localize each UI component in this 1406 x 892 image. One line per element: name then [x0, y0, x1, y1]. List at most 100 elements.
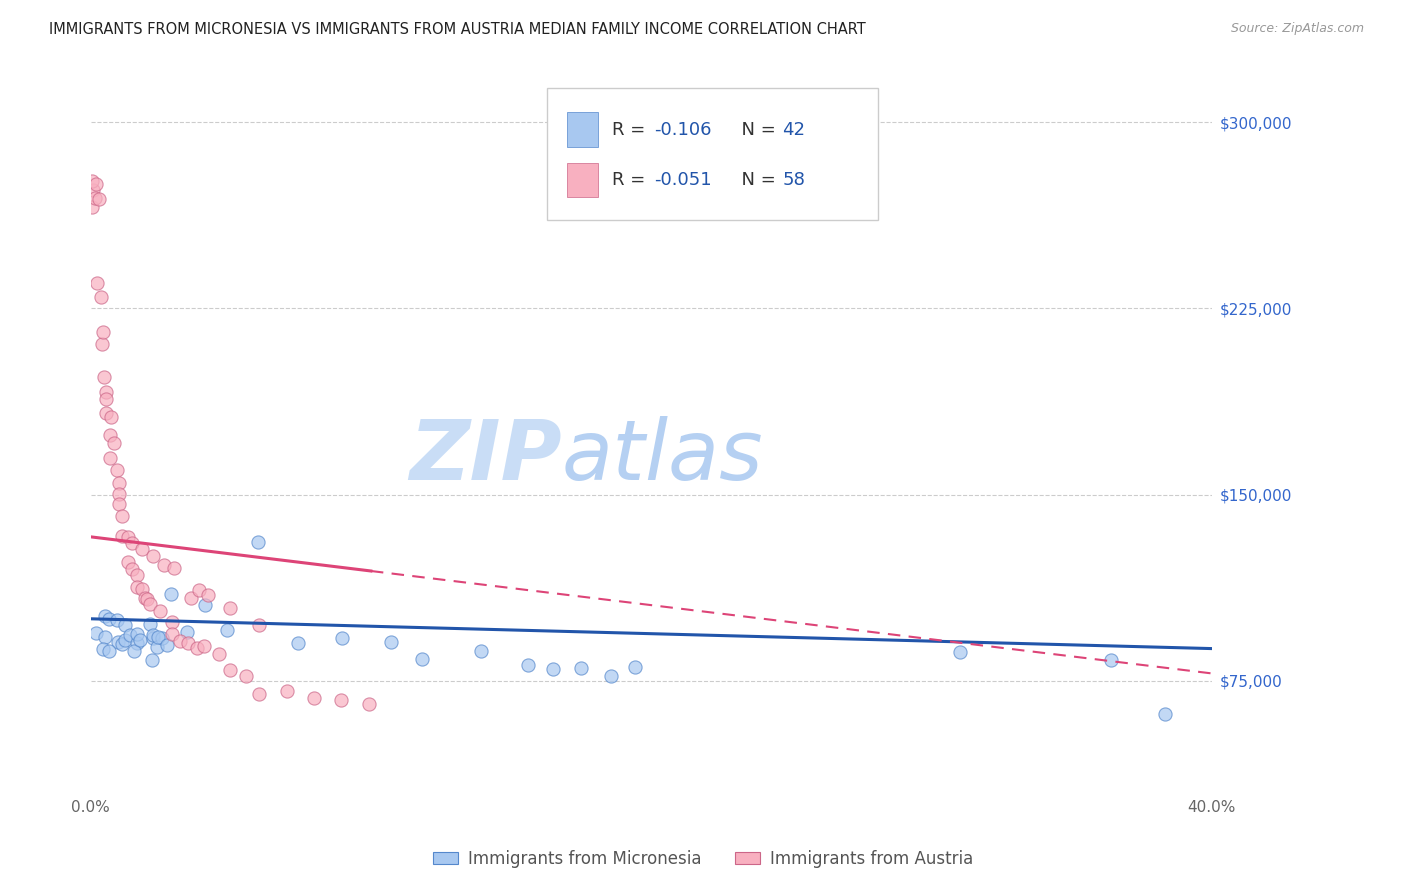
Point [600, 669, 623, 683]
Point [108, 476, 131, 491]
Point [107, 634, 129, 648]
Point [134, 591, 156, 605]
Point [121, 536, 143, 550]
Text: 58: 58 [782, 170, 806, 189]
Point [160, 587, 183, 601]
Point [215, 624, 238, 638]
Point [219, 663, 242, 677]
Point [91, 337, 114, 351]
Point [128, 632, 150, 647]
Point [330, 631, 353, 645]
Point [121, 562, 143, 576]
Point [1099, 653, 1122, 667]
Point [114, 632, 136, 647]
Point [193, 640, 215, 654]
Point [153, 558, 176, 572]
Point [100, 410, 122, 425]
Text: R =: R = [612, 170, 651, 189]
Point [131, 582, 153, 597]
Point [91, 641, 114, 656]
Text: R =: R = [612, 120, 651, 138]
Point [142, 632, 165, 646]
Point [247, 617, 270, 632]
Point [247, 535, 270, 549]
Point [141, 653, 163, 667]
Point [86, 177, 108, 191]
Text: Source: ZipAtlas.com: Source: ZipAtlas.com [1230, 22, 1364, 36]
Point [623, 660, 645, 674]
Point [188, 583, 211, 598]
Point [949, 645, 972, 659]
Point [117, 530, 139, 544]
Point [197, 587, 219, 601]
Point [98, 644, 121, 658]
Point [127, 580, 149, 594]
Point [287, 636, 309, 650]
Point [194, 598, 217, 612]
Point [107, 487, 129, 501]
Point [380, 634, 402, 648]
Point [208, 647, 231, 661]
Text: -0.106: -0.106 [655, 120, 711, 138]
FancyBboxPatch shape [567, 112, 599, 147]
Point [80, 201, 103, 215]
Legend: Immigrants from Micronesia, Immigrants from Austria: Immigrants from Micronesia, Immigrants f… [426, 844, 980, 875]
Point [105, 463, 128, 477]
Point [516, 658, 538, 673]
Point [111, 509, 134, 524]
Point [90, 290, 112, 304]
Point [125, 636, 148, 650]
Point [150, 631, 173, 645]
FancyBboxPatch shape [547, 88, 877, 220]
Point [89, 192, 111, 206]
Point [111, 637, 134, 651]
Text: atlas: atlas [561, 416, 763, 497]
Point [93, 609, 115, 624]
Point [139, 616, 162, 631]
Point [114, 618, 136, 632]
Point [169, 633, 191, 648]
Point [98, 451, 121, 466]
Point [122, 644, 145, 658]
Point [97, 612, 120, 626]
Text: -0.051: -0.051 [655, 170, 713, 189]
Point [136, 591, 159, 606]
Point [94, 630, 117, 644]
Point [125, 627, 148, 641]
Point [149, 605, 172, 619]
Point [163, 561, 186, 575]
Point [146, 630, 169, 644]
Point [98, 428, 121, 442]
FancyBboxPatch shape [567, 162, 599, 197]
Text: ZIP: ZIP [409, 416, 561, 497]
Point [160, 627, 183, 641]
Point [118, 628, 141, 642]
Point [186, 641, 208, 656]
Point [176, 625, 198, 640]
Point [139, 598, 162, 612]
Point [131, 542, 153, 557]
Point [82, 183, 104, 197]
Point [86, 276, 108, 290]
Point [249, 687, 271, 701]
Point [83, 191, 105, 205]
Point [569, 660, 592, 674]
Text: 42: 42 [782, 120, 806, 138]
Point [94, 385, 117, 400]
Point [177, 636, 200, 650]
Point [82, 174, 104, 188]
Point [541, 662, 564, 676]
Point [160, 615, 183, 630]
Point [276, 684, 298, 698]
Point [1153, 707, 1175, 722]
Point [411, 652, 433, 666]
Point [359, 697, 381, 711]
Point [180, 591, 202, 605]
Point [146, 640, 169, 654]
Point [94, 406, 117, 420]
Point [107, 613, 129, 627]
Point [330, 693, 353, 707]
Text: IMMIGRANTS FROM MICRONESIA VS IMMIGRANTS FROM AUSTRIA MEDIAN FAMILY INCOME CORRE: IMMIGRANTS FROM MICRONESIA VS IMMIGRANTS… [49, 22, 866, 37]
Point [218, 601, 240, 615]
Point [103, 436, 125, 450]
